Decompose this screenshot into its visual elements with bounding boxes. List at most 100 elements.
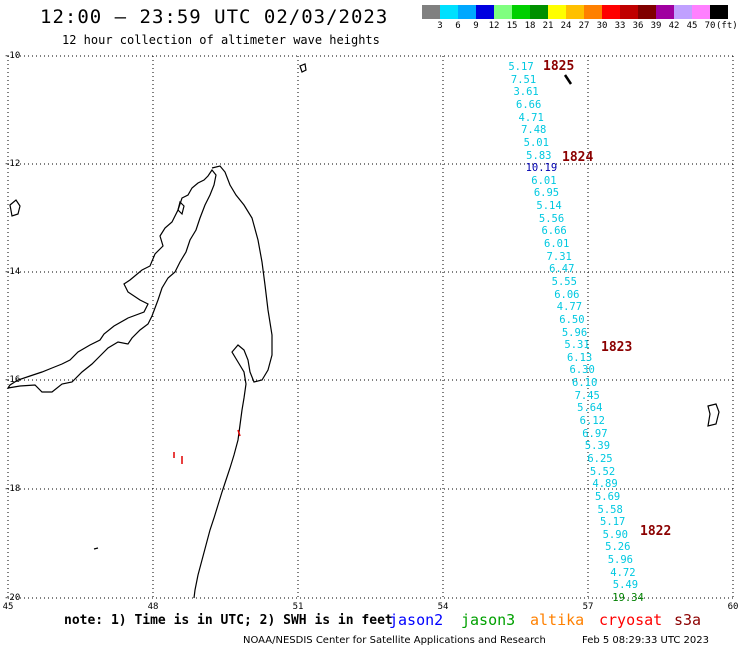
wave-height-value: 5.96 (561, 326, 588, 339)
island-europa (93, 547, 99, 550)
colorbar-label: 6 (455, 21, 461, 31)
wave-height-value: 4.72 (610, 566, 636, 579)
pass-label: 1825 (543, 59, 575, 74)
colorbar-label: 18 (524, 21, 536, 31)
island-mayotte (299, 63, 307, 73)
colorbar-swatch (602, 5, 620, 19)
wave-height-value: 6.66 (541, 225, 567, 238)
legend-altika: altika (530, 611, 585, 629)
wave-height-value: 6.95 (533, 187, 560, 200)
satellite-track (563, 74, 573, 85)
colorbar-label: 27 (578, 21, 590, 31)
island-nw (9, 199, 21, 217)
colorbar-unit: (ft) (716, 21, 738, 31)
colorbar-label: 42 (668, 21, 680, 31)
wave-height-value: 5.49 (612, 579, 639, 592)
coast-red-marks (173, 429, 241, 464)
generated-timestamp: Feb 5 08:29:33 UTC 2023 (582, 635, 709, 646)
wave-height-value: 6.25 (587, 452, 613, 465)
wave-height-value: 4.71 (518, 111, 544, 124)
wave-height-value: 7.31 (546, 250, 572, 263)
wave-height-value: 6.01 (544, 238, 570, 250)
longitude-label: 45 (2, 602, 14, 612)
legend-jason3: jason3 (461, 611, 516, 629)
longitude-label: 60 (727, 602, 739, 612)
colorbar-swatch (674, 5, 692, 19)
latitude-label: -18 (4, 484, 21, 494)
latitude-label: -10 (4, 51, 21, 61)
longitude-label: 57 (582, 602, 594, 612)
wave-height-value: 5.17 (600, 516, 626, 529)
wave-height-value: 6.10 (572, 377, 598, 390)
map-subtitle: 12 hour collection of altimeter wave hei… (62, 33, 380, 47)
wave-height-value: 3.61 (513, 86, 539, 99)
colorbar-label: 15 (506, 21, 518, 31)
latitude-label: -12 (4, 159, 21, 169)
wave-height-value: 10.19 (525, 162, 558, 175)
island-reunion (707, 403, 720, 427)
colorbar-swatch (638, 5, 656, 19)
wave-height-value: 6.66 (515, 98, 542, 111)
pass-label: 1824 (562, 150, 594, 165)
wave-height-value: 6.01 (531, 174, 557, 187)
wave-height-value: 5.69 (594, 490, 621, 503)
wave-height-value: 6.12 (579, 415, 605, 427)
coastline (6, 63, 720, 599)
madagascar-east-coast (193, 165, 273, 599)
wave-height-value: 6.06 (554, 288, 580, 301)
colorbar-swatch (620, 5, 638, 19)
map-grid (7, 55, 734, 599)
wave-height-value: 5.26 (605, 541, 631, 554)
colorbar-swatch (422, 5, 440, 19)
wave-height-value: 4.77 (556, 301, 583, 314)
colorbar-swatch (494, 5, 512, 19)
colorbar-swatch (548, 5, 566, 19)
colorbar-label: 12 (488, 21, 500, 31)
units-note: note: 1) Time is in UTC; 2) SWH is in fe… (64, 613, 393, 628)
wave-height-value: 7.48 (521, 124, 547, 137)
wave-height-value: 5.64 (577, 402, 603, 415)
colorbar-label: 45 (686, 21, 698, 31)
madagascar-coast (6, 168, 217, 393)
colorbar-label: 21 (542, 21, 554, 31)
legend-s3a: s3a (674, 611, 702, 629)
colorbar-label: 9 (473, 21, 479, 31)
wave-height-value: 5.01 (523, 136, 549, 149)
wave-height-value: 5.55 (551, 275, 577, 288)
colorbar-label: 70 (704, 21, 716, 31)
latitude-label: -20 (4, 593, 21, 603)
colorbar-label: 39 (650, 21, 662, 31)
colorbar-label: 3 (437, 21, 443, 31)
pass-label: 1823 (601, 340, 633, 355)
colorbar-swatch (476, 5, 494, 19)
wave-height-value: 6.97 (582, 427, 608, 440)
wave-height-value: 5.31 (564, 339, 590, 352)
colorbar-label: 33 (614, 21, 626, 31)
island-nw-2 (177, 200, 185, 216)
wave-height-value: 5.17 (508, 61, 534, 73)
colorbar-label: 24 (560, 21, 572, 31)
colorbar-swatch (656, 5, 674, 19)
colorbar-swatch (530, 5, 548, 19)
wave-height-value: 5.83 (526, 149, 552, 162)
colorbar-swatch (512, 5, 530, 19)
wave-height-value: 19.34 (612, 592, 644, 604)
longitude-label: 54 (437, 602, 449, 612)
wave-height-value: 6.13 (566, 351, 593, 364)
colorbar-swatch (458, 5, 476, 19)
colorbar-swatch (692, 5, 710, 19)
wave-height-value: 5.96 (607, 554, 633, 567)
wave-height-value: 5.58 (597, 503, 623, 516)
credit-text: NOAA/NESDIS Center for Satellite Applica… (243, 635, 546, 646)
latitude-label: -16 (4, 375, 21, 385)
wave-height-value: 5.39 (584, 440, 611, 453)
legend-cryosat: cryosat (599, 611, 663, 629)
wave-height-value: 5.52 (589, 465, 616, 478)
wave-height-value: 5.56 (538, 212, 565, 225)
colorbar-swatch (710, 5, 728, 19)
latitude-label: -14 (4, 267, 21, 277)
colorbar-label: 30 (596, 21, 608, 31)
wave-height-value: 5.90 (602, 528, 628, 541)
wave-height-value: 6.30 (569, 364, 595, 377)
